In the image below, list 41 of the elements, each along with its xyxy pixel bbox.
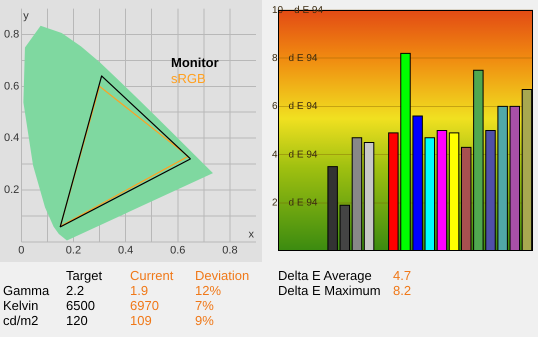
text: Gamma	[3, 283, 50, 298]
text: Monitor	[171, 55, 219, 70]
y-tick-label: 0.6	[4, 80, 20, 92]
text: Delta E Maximum	[278, 283, 381, 298]
y-tick-label: 4	[272, 149, 278, 160]
text: d E 94	[288, 52, 318, 64]
text: sRGB	[171, 71, 206, 86]
text: Current	[130, 268, 174, 283]
y-tick-label: 2	[272, 198, 278, 209]
text: d E 94	[288, 101, 318, 112]
x-axis-title: x	[248, 228, 254, 240]
x-tick-label: 0.8	[222, 244, 238, 256]
y-axis-title: d E 94	[288, 198, 318, 209]
text: cd/m2	[3, 313, 38, 328]
x-tick-label: 0.2	[66, 244, 82, 256]
text: 12%	[195, 283, 222, 298]
text: d E 94	[294, 4, 324, 16]
x-tick-label: 0.6	[170, 244, 186, 256]
y-tick-label: 0.4	[4, 132, 20, 144]
text: 6500	[66, 298, 95, 313]
y-tick-label: 0.2	[4, 184, 20, 196]
text: 7%	[195, 298, 214, 313]
text: 8.2	[393, 283, 412, 298]
text: 6970	[130, 298, 159, 313]
text: d E 94	[288, 149, 318, 160]
text: Target	[66, 268, 102, 283]
text: 120	[66, 313, 88, 328]
text: Deviation	[195, 268, 250, 283]
text: 4.7	[393, 268, 412, 283]
text: 109	[130, 313, 152, 328]
y-axis-title: y	[23, 10, 30, 22]
y-tick-label: 0.8	[4, 28, 20, 41]
text: 1.9	[130, 283, 148, 298]
y-tick-label: 6	[272, 101, 278, 112]
x-tick-label: 0.4	[118, 244, 134, 256]
text: 9%	[195, 313, 214, 328]
text: 2.2	[66, 283, 84, 298]
x-tick-label: 0	[18, 244, 24, 256]
text: Kelvin	[3, 298, 38, 313]
text: Delta E Average	[278, 268, 372, 283]
y-tick-label: 8	[272, 52, 278, 64]
